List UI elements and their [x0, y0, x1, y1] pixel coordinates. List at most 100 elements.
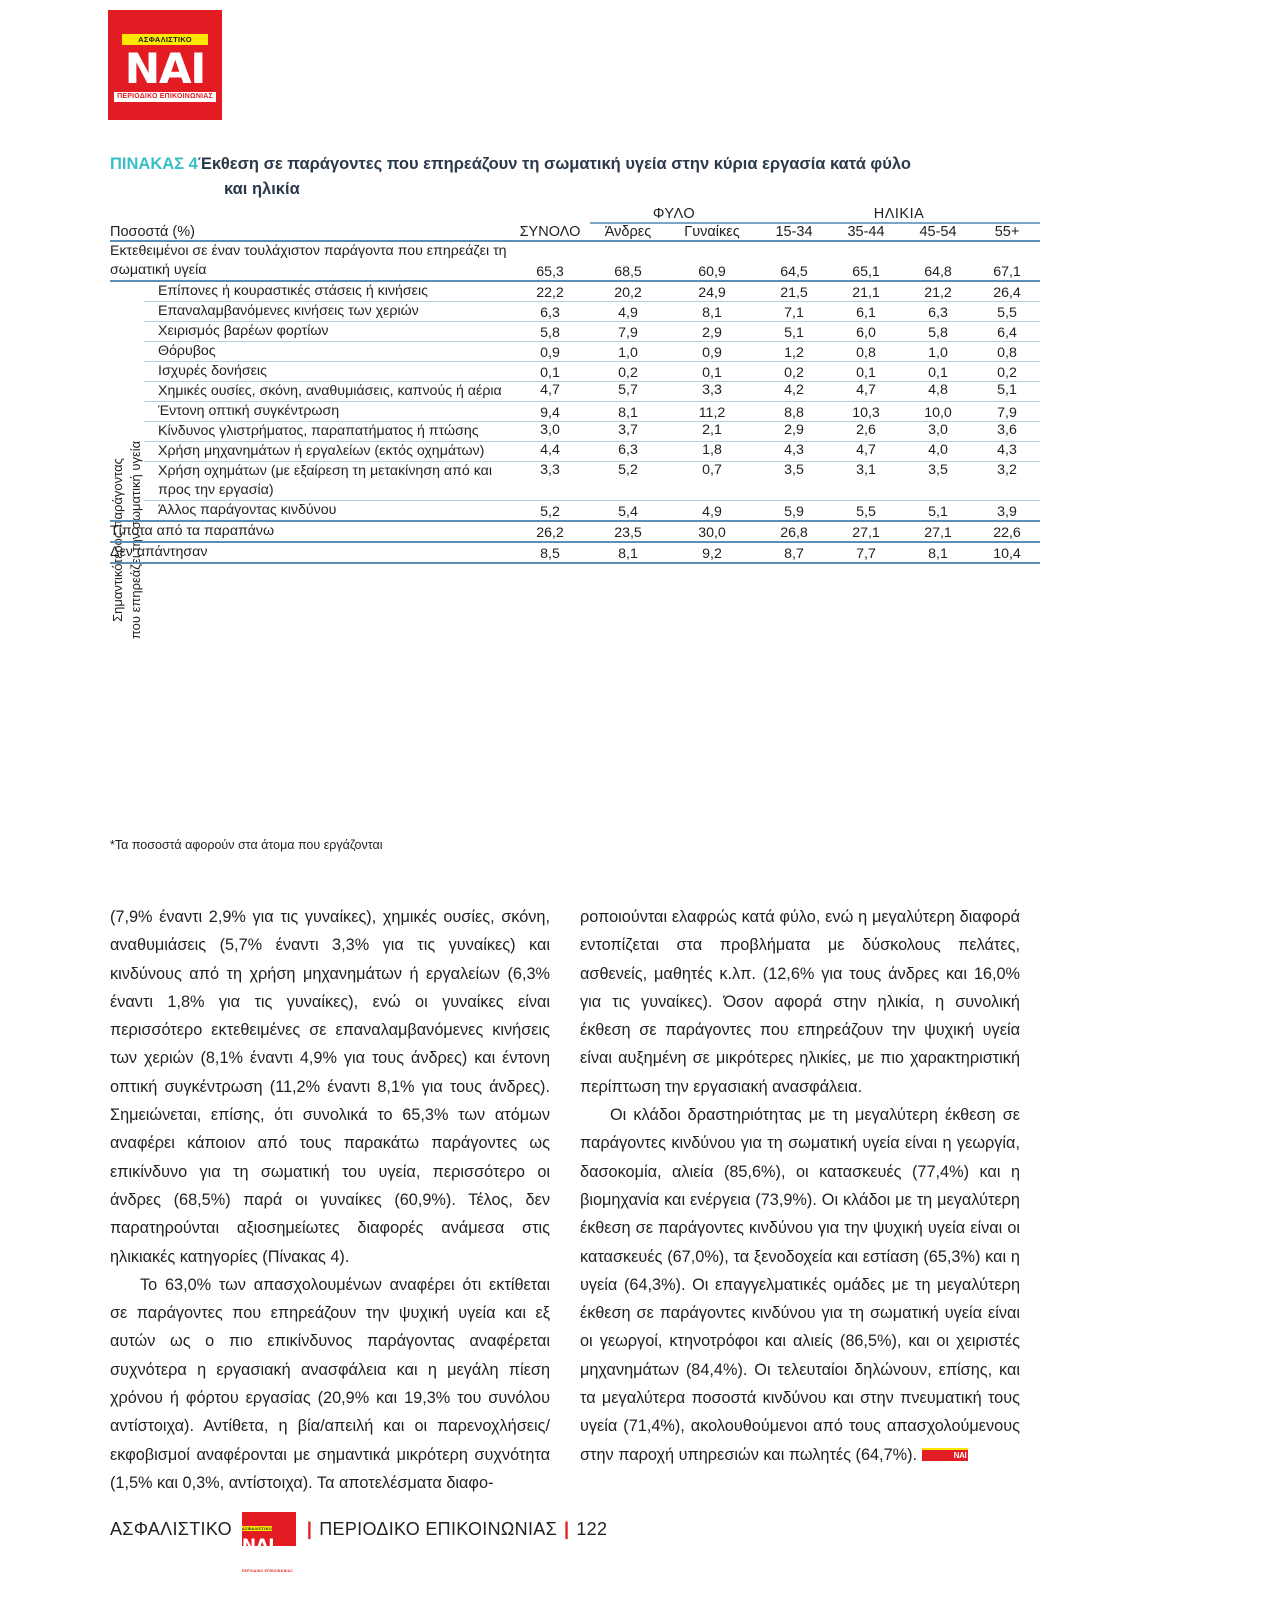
row-label: Εκτεθειμένοι σε έναν τουλάχιστον παράγον… [110, 240, 510, 281]
cell-age-35-44: 0,1 [830, 361, 902, 382]
cell-women: 0,1 [666, 361, 758, 382]
cell-age-35-44: 6,0 [830, 321, 902, 342]
cell-women: 24,9 [666, 280, 758, 302]
row-label: Επίπονες ή κουραστικές στάσεις ή κινήσει… [144, 280, 510, 302]
row-label: Κίνδυνος γλιστρήματος, παραπατήματος ή π… [144, 421, 510, 442]
column-header-women: Γυναίκες [684, 224, 740, 240]
group-header-row: ΦΥΛΟ ΗΛΙΚΙΑ [110, 206, 1040, 222]
column-header-age-55plus: 55+ [994, 224, 1020, 240]
footer-logo-subtitle: ΠΕΡΙΟΔΙΚΟ ΕΠΙΚΟΙΝΩΝΙΑΣ [241, 1569, 293, 1573]
cell-total: 0,1 [510, 361, 590, 382]
cell-age-45-54: 6,3 [902, 301, 974, 322]
table-row: Άλλος παράγοντας κινδύνου 5,2 5,4 4,9 5,… [110, 500, 1040, 521]
cell-age-55plus: 26,4 [974, 280, 1040, 302]
cell-age-55plus: 67,1 [974, 240, 1040, 281]
cell-age-35-44: 6,1 [830, 301, 902, 322]
cell-total: 22,2 [510, 280, 590, 302]
paragraph: (7,9% έναντι 2,9% για τις γυναίκες), χημ… [110, 908, 550, 1266]
cell-age-55plus: 0,2 [974, 361, 1040, 382]
cell-total: 8,5 [510, 541, 590, 564]
row-label: Επαναλαμβανόμενες κινήσεις των χεριών [144, 301, 510, 322]
cell-total: 3,0 [510, 421, 590, 442]
cell-men: 8,1 [590, 401, 666, 422]
cell-men: 0,2 [590, 361, 666, 382]
page-number: 122 [576, 1518, 608, 1539]
cell-total: 4,7 [510, 381, 590, 402]
cell-women: 4,9 [666, 500, 758, 521]
cell-age-45-54: 64,8 [902, 240, 974, 281]
row-label: Άλλος παράγοντας κινδύνου [144, 500, 510, 521]
cell-age-55plus: 7,9 [974, 401, 1040, 422]
group-header-rule [590, 222, 1040, 224]
cell-age-15-34: 64,5 [758, 240, 830, 281]
cell-total: 5,8 [510, 321, 590, 342]
cell-women: 0,9 [666, 341, 758, 362]
cell-total: 9,4 [510, 401, 590, 422]
cell-age-45-54: 8,1 [902, 541, 974, 564]
paragraph: Το 63,0% των απασχολουμένων αναφέρει ότι… [110, 1275, 550, 1492]
table-row-exposed-total: Εκτεθειμένοι σε έναν τουλάχιστον παράγον… [110, 240, 1040, 281]
cell-age-35-44: 65,1 [830, 240, 902, 281]
table-row: Χρήση οχημάτων (με εξαίρεση τη μετακίνησ… [110, 461, 1040, 501]
cell-age-35-44: 2,6 [830, 421, 902, 442]
footer-logo-wordmark: ΝΑΙ [241, 1536, 275, 1556]
cell-age-45-54: 3,5 [902, 461, 974, 501]
cell-women: 3,3 [666, 381, 758, 402]
row-label: Έντονη οπτική συγκέντρωση [144, 401, 510, 422]
cell-men: 6,3 [590, 441, 666, 462]
cell-age-15-34: 7,1 [758, 301, 830, 322]
table-number: ΠΙΝΑΚΑΣ 4 [110, 155, 198, 173]
cell-women: 8,1 [666, 301, 758, 322]
table-row-none-of-above: Τίποτα από τα παραπάνω 26,2 23,5 30,0 26… [110, 520, 1040, 542]
cell-age-15-34: 5,1 [758, 321, 830, 342]
cell-age-15-34: 8,7 [758, 541, 830, 564]
table-row: Επίπονες ή κουραστικές στάσεις ή κινήσει… [110, 280, 1040, 302]
cell-age-15-34: 2,9 [758, 421, 830, 442]
row-label: Ισχυρές δονήσεις [144, 361, 510, 382]
footer-tagline: ΠΕΡΙΟΔΙΚΟ ΕΠΙΚΟΙΝΩΝΙΑΣ [319, 1518, 557, 1539]
table-row: Έντονη οπτική συγκέντρωση 9,4 8,1 11,2 8… [110, 401, 1040, 422]
cell-age-55plus: 0,8 [974, 341, 1040, 362]
row-label: Τίποτα από τα παραπάνω [110, 520, 510, 542]
column-header-total: ΣΥΝΟΛΟ [519, 224, 581, 240]
group-header-gender: ΦΥΛΟ [652, 206, 696, 222]
body-text-right-column: ροποιούνται ελαφρώς κατά φύλο, ενώ η μεγ… [580, 903, 1020, 1469]
cell-men: 5,7 [590, 381, 666, 402]
cell-age-35-44: 4,7 [830, 381, 902, 402]
magazine-logo: ΑΣΦΑΛΙΣΤΙΚΟ ΝΑΙ ΠΕΡΙΟΔΙΚΟ ΕΠΙΚΟΙΝΩΝΙΑΣ [108, 10, 222, 120]
table-row: Ισχυρές δονήσεις 0,1 0,2 0,1 0,2 0,1 0,1… [110, 361, 1040, 382]
cell-age-45-54: 5,8 [902, 321, 974, 342]
cell-age-45-54: 21,2 [902, 280, 974, 302]
cell-age-15-34: 4,3 [758, 441, 830, 462]
column-header-age-15-34: 15-34 [775, 224, 813, 240]
table-row: Χειρισμός βαρέων φορτίων 5,8 7,9 2,9 5,1… [110, 321, 1040, 342]
table-title-line2: και ηλικία [224, 180, 300, 198]
cell-men: 3,7 [590, 421, 666, 442]
table-row-no-answer: Δεν απάντησαν 8,5 8,1 9,2 8,7 7,7 8,1 10… [110, 541, 1040, 564]
article-end-mark-icon: ΝΑΙ [921, 1447, 969, 1461]
exposure-factors-table: ΦΥΛΟ ΗΛΙΚΙΑ Ποσοστά (%) ΣΥΝΟΛΟ Άνδρες Γυ… [110, 206, 1040, 564]
cell-age-35-44: 3,1 [830, 461, 902, 501]
table-row: Χημικές ουσίες, σκόνη, αναθυμιάσεις, καπ… [110, 381, 1040, 402]
cell-total: 3,3 [510, 461, 590, 501]
cell-women: 9,2 [666, 541, 758, 564]
logo-banner-text: ΑΣΦΑΛΙΣΤΙΚΟ [122, 34, 208, 45]
cell-women: 11,2 [666, 401, 758, 422]
cell-total: 0,9 [510, 341, 590, 362]
row-label: Χημικές ουσίες, σκόνη, αναθυμιάσεις, καπ… [144, 381, 510, 402]
cell-men: 23,5 [590, 520, 666, 542]
column-header-men: Άνδρες [604, 224, 652, 240]
cell-age-55plus: 4,3 [974, 441, 1040, 462]
cell-total: 65,3 [510, 240, 590, 281]
cell-age-35-44: 0,8 [830, 341, 902, 362]
cell-age-35-44: 27,1 [830, 520, 902, 542]
cell-age-15-34: 26,8 [758, 520, 830, 542]
cell-total: 26,2 [510, 520, 590, 542]
cell-women: 30,0 [666, 520, 758, 542]
cell-age-35-44: 7,7 [830, 541, 902, 564]
cell-age-45-54: 0,1 [902, 361, 974, 382]
cell-age-55plus: 3,9 [974, 500, 1040, 521]
cell-age-45-54: 4,0 [902, 441, 974, 462]
footer-divider-2: | [564, 1518, 570, 1539]
cell-men: 20,2 [590, 280, 666, 302]
